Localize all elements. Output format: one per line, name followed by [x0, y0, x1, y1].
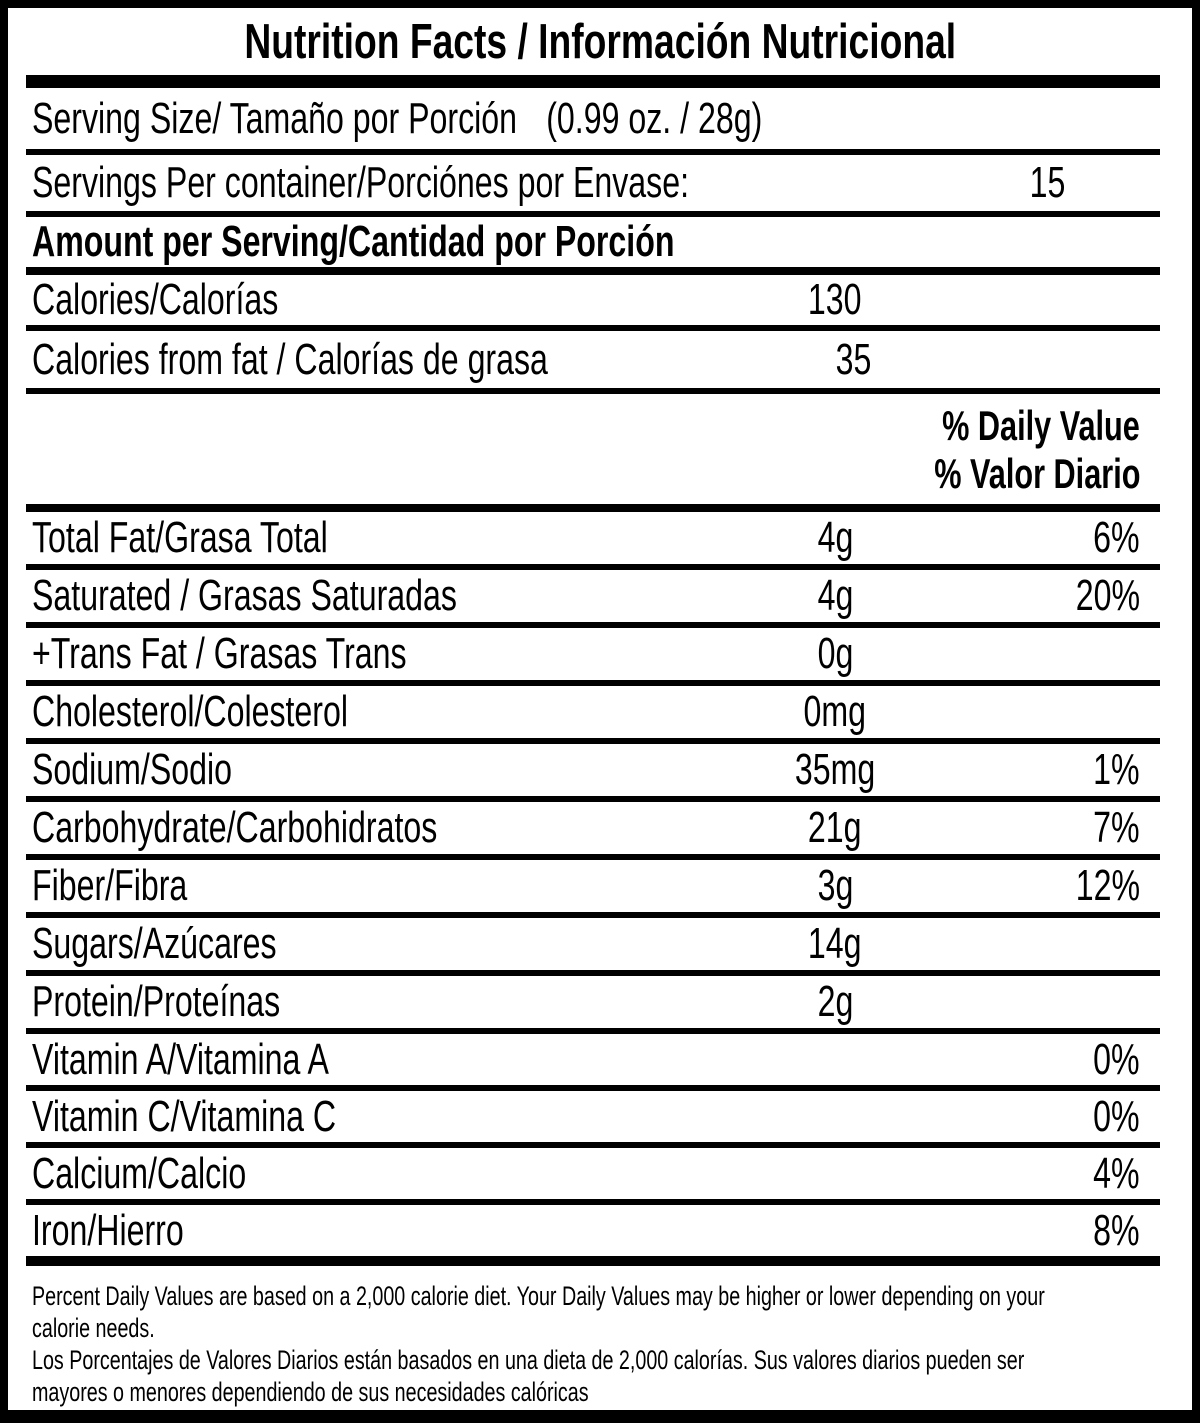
nutrient-row-saturated-fat: Saturated / Grasas Saturadas 4g 20%: [26, 570, 1160, 628]
label-title-text: Nutrition Facts / Información Nutriciona…: [244, 15, 956, 69]
vitamin-row-iron: Iron/Hierro 8%: [26, 1205, 1160, 1266]
vitamin-daily-value: 0%: [1093, 1034, 1140, 1084]
footnote-es-line-2: mayores o menores dependiendo de sus nec…: [32, 1377, 589, 1407]
nutrient-amount: 14g: [808, 919, 862, 968]
calories-from-fat-row: Calories from fat / Calorías de grasa 35: [26, 331, 1160, 394]
label-body: Serving Size/ Tamaño por Porción (0.99 oz…: [26, 88, 1160, 1408]
nutrient-amount: 0g: [817, 629, 853, 678]
daily-value-header: % Daily Value % Valor Diario: [26, 394, 1160, 512]
serving-size-row: Serving Size/ Tamaño por Porción (0.99 oz…: [26, 88, 1160, 155]
daily-value-header-en: % Daily Value: [942, 402, 1140, 449]
nutrient-amount: 21g: [808, 803, 862, 852]
nutrient-row-carbohydrate: Carbohydrate/Carbohidratos 21g 7%: [26, 802, 1160, 860]
serving-size-label: Serving Size/ Tamaño por Porción: [32, 93, 518, 143]
vitamin-label: Calcium/Calcio: [32, 1148, 247, 1198]
vitamin-row-vitamin-c: Vitamin C/Vitamina C 0%: [26, 1091, 1160, 1148]
nutrient-amount: 35mg: [794, 745, 876, 794]
servings-per-container-row: Servings Per container/Porciónes por Env…: [26, 155, 1160, 217]
nutrient-amount: 3g: [817, 861, 853, 910]
nutrient-label: Sodium/Sodio: [32, 745, 232, 794]
nutrient-daily-value: 1%: [1093, 745, 1140, 794]
nutrient-row-sugars: Sugars/Azúcares 14g: [26, 918, 1160, 976]
footnote-es-line-1: Los Porcentajes de Valores Diarios están…: [32, 1345, 1025, 1375]
nutrient-label: Carbohydrate/Carbohidratos: [32, 803, 438, 852]
amount-per-serving-header-row: Amount per Serving/Cantidad por Porción: [26, 217, 1160, 275]
calories-row: Calories/Calorías 130: [26, 275, 1160, 331]
vitamin-label: Vitamin A/Vitamina A: [32, 1034, 329, 1084]
servings-per-container-label: Servings Per container/Porciónes por Env…: [32, 158, 690, 207]
serving-size-value: (0.99 oz. / 28g): [546, 93, 763, 143]
footnote: Percent Daily Values are based on a 2,00…: [26, 1266, 1160, 1408]
vitamin-daily-value: 4%: [1093, 1148, 1140, 1198]
nutrient-row-total-fat: Total Fat/Grasa Total 4g 6%: [26, 512, 1160, 570]
nutrient-daily-value: 12%: [1075, 861, 1140, 910]
nutrient-label: Fiber/Fibra: [32, 861, 188, 910]
label-title: Nutrition Facts / Información Nutriciona…: [8, 8, 1192, 75]
nutrient-label: Cholesterol/Colesterol: [32, 687, 348, 736]
vitamin-label: Vitamin C/Vitamina C: [32, 1091, 337, 1141]
vitamin-row-calcium: Calcium/Calcio 4%: [26, 1148, 1160, 1205]
nutrient-row-fiber: Fiber/Fibra 3g 12%: [26, 860, 1160, 918]
vitamin-daily-value: 8%: [1093, 1205, 1140, 1255]
nutrient-row-cholesterol: Cholesterol/Colesterol 0mg: [26, 686, 1160, 744]
nutrient-amount: 4g: [817, 571, 853, 620]
vitamin-label: Iron/Hierro: [32, 1205, 184, 1255]
calories-label: Calories/Calorías: [32, 275, 279, 324]
footnote-en-line-2: calorie needs.: [32, 1313, 155, 1343]
footnote-en-line-1: Percent Daily Values are based on a 2,00…: [32, 1281, 1045, 1311]
nutrient-label: +Trans Fat / Grasas Trans: [32, 629, 407, 678]
nutrient-daily-value: 20%: [1075, 571, 1140, 620]
nutrient-label: Sugars/Azúcares: [32, 919, 277, 968]
calories-from-fat-value: 35: [835, 334, 872, 384]
nutrient-label: Total Fat/Grasa Total: [32, 513, 328, 562]
nutrient-row-sodium: Sodium/Sodio 35mg 1%: [26, 744, 1160, 802]
servings-per-container-value: 15: [1029, 158, 1065, 207]
nutrient-amount: 2g: [817, 977, 853, 1026]
nutrient-label: Protein/Proteínas: [32, 977, 281, 1026]
nutrient-row-protein: Protein/Proteínas 2g: [26, 976, 1160, 1034]
daily-value-header-es: % Valor Diario: [933, 450, 1140, 497]
nutrient-amount: 0mg: [803, 687, 867, 736]
nutrient-label: Saturated / Grasas Saturadas: [32, 571, 457, 620]
nutrient-row-trans-fat: +Trans Fat / Grasas Trans 0g: [26, 628, 1160, 686]
title-divider-bar: [26, 75, 1160, 88]
vitamin-row-vitamin-a: Vitamin A/Vitamina A 0%: [26, 1034, 1160, 1091]
nutrient-daily-value: 6%: [1093, 513, 1140, 562]
nutrient-amount: 4g: [817, 513, 853, 562]
vitamin-daily-value: 0%: [1093, 1091, 1140, 1141]
nutrient-daily-value: 7%: [1093, 803, 1140, 852]
calories-value: 130: [808, 275, 862, 324]
amount-per-serving-header: Amount per Serving/Cantidad por Porción: [32, 217, 675, 266]
calories-from-fat-label: Calories from fat / Calorías de grasa: [32, 334, 548, 384]
